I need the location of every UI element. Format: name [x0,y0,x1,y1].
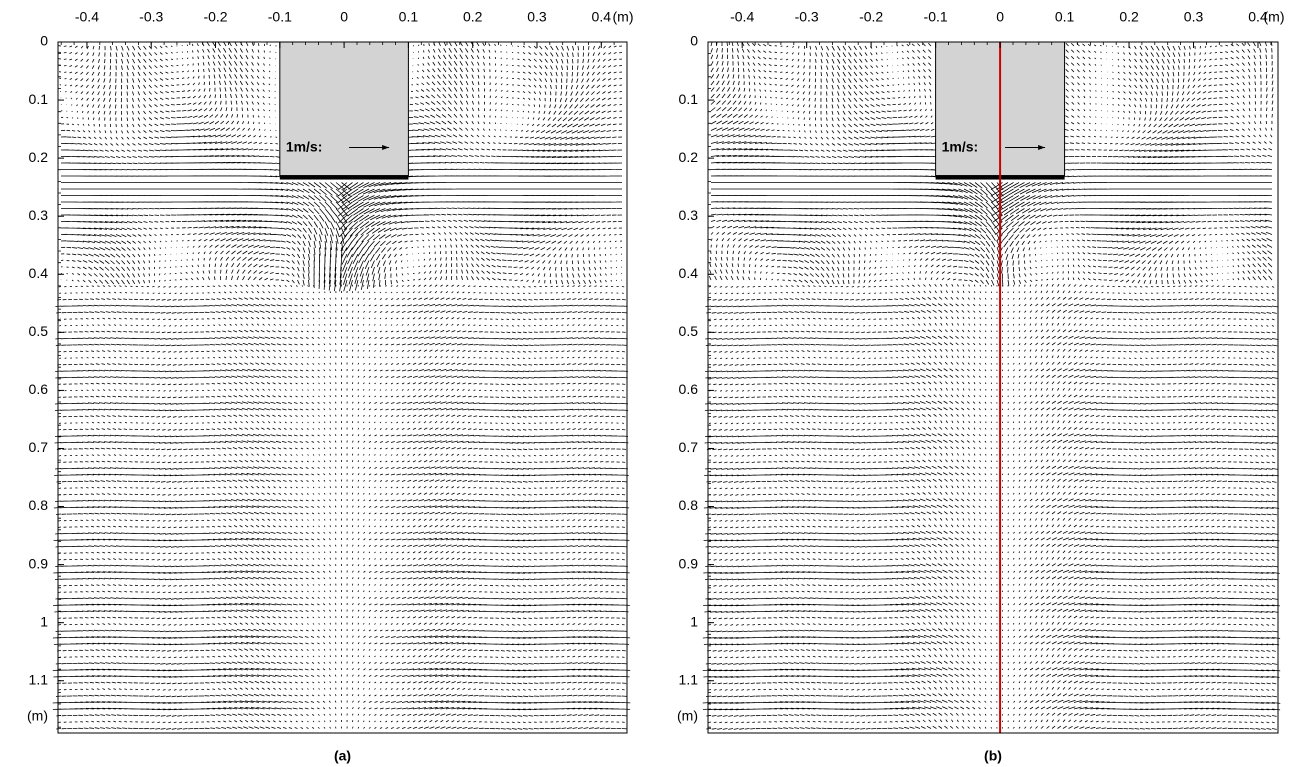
x-tick-label: -0.2 [859,9,883,25]
y-tick-label: 1 [690,613,698,629]
x-tick-label: 0 [340,9,348,25]
y-tick-label: 0.6 [679,381,699,397]
y-tick-label: 1.1 [679,671,699,687]
y-unit: (m) [677,708,698,724]
y-tick-label: 0.2 [679,149,699,165]
x-unit: (m) [613,9,634,25]
x-tick-label: 0.3 [527,9,547,25]
x-tick-label: 0.1 [1055,9,1075,25]
obstacle-base [279,175,409,180]
y-tick-label: 1.1 [29,671,49,687]
y-tick-label: 0 [690,33,698,49]
x-tick-label: -0.3 [139,9,163,25]
x-tick-label: 0.3 [1184,9,1204,25]
x-tick-label: 0.4 [592,9,612,25]
y-tick-label: 0.3 [29,207,49,223]
x-tick-label: -0.1 [924,9,948,25]
plot-frame [707,41,1279,734]
scale-arrow-head [1038,145,1046,151]
y-tick-label: 0.7 [29,439,49,455]
y-tick-label: 0.8 [29,497,49,513]
x-tick-label: -0.2 [203,9,227,25]
y-tick-label: 0.5 [679,323,699,339]
vector-field [702,41,1281,730]
y-tick-label: 0.5 [29,323,49,339]
x-tick-label: 0 [996,9,1004,25]
x-unit: (m) [1264,9,1285,25]
y-tick-label: 0.8 [679,497,699,513]
y-tick-label: 0.7 [679,439,699,455]
y-tick-label: 0.9 [679,555,699,571]
x-tick-label: 0.1 [399,9,419,25]
scale-label: 1m/s: [286,138,323,154]
x-tick-label: 0.4 [1248,9,1268,25]
panel-caption: (a) [334,748,351,764]
x-tick-label: 0.2 [463,9,483,25]
y-tick-label: 0.3 [679,207,699,223]
y-tick-label: 0.2 [29,149,49,165]
y-unit: (m) [27,708,48,724]
y-tick-label: 0.4 [29,265,49,281]
y-tick-label: 1 [40,613,48,629]
plot-frame [57,41,628,734]
x-tick-label: 0.2 [1119,9,1139,25]
x-tick-label: -0.1 [268,9,292,25]
y-tick-label: 0.4 [679,265,699,281]
y-tick-label: 0 [40,33,48,49]
y-tick-label: 0.1 [679,91,699,107]
obstacle [279,41,409,177]
y-tick-label: 0.1 [29,91,49,107]
scale-label: 1m/s: [942,138,979,154]
x-tick-label: -0.4 [730,9,754,25]
vector-field [52,41,631,730]
y-tick-label: 0.6 [29,381,49,397]
x-tick-label: -0.4 [75,9,99,25]
scale-arrow-head [382,145,390,151]
panel-caption: (b) [984,748,1002,764]
y-tick-label: 0.9 [29,555,49,571]
x-tick-label: -0.3 [795,9,819,25]
